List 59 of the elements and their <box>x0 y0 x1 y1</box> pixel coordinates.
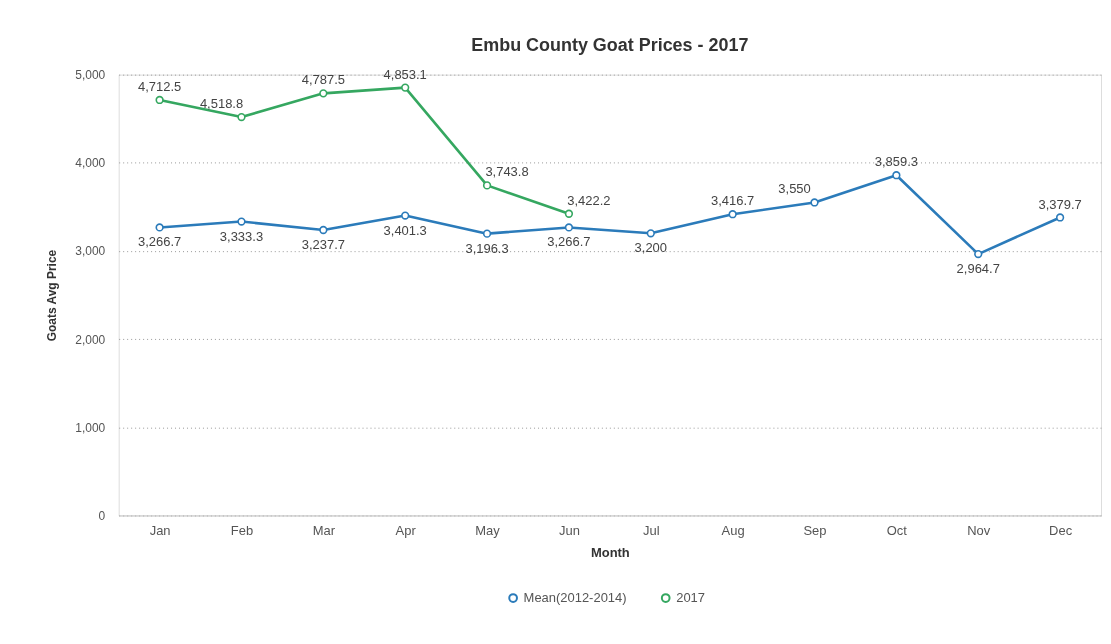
x-tick-label: Jul <box>643 522 660 538</box>
point <box>482 229 492 238</box>
data-label: 3,237.7 <box>301 236 345 252</box>
x-tick-label: Jun <box>558 522 580 538</box>
data-label: 2,964.7 <box>956 261 1000 277</box>
x-tick-label: May <box>475 522 501 538</box>
x-axis-title: Month <box>590 544 630 560</box>
point <box>564 209 574 218</box>
data-label: 3,333.3 <box>219 228 264 244</box>
data-label: 3,422.2 <box>567 192 611 208</box>
data-label: 3,859.3 <box>874 154 918 170</box>
x-tick-label: Feb <box>230 522 254 538</box>
y-tick-label: 1,000 <box>75 420 106 435</box>
point <box>646 229 655 238</box>
x-tick-label: Apr <box>395 522 417 538</box>
x-tick-label: Mar <box>312 522 336 538</box>
y-tick-label: 4,000 <box>75 156 106 171</box>
data-label: 3,200 <box>634 240 667 256</box>
point <box>974 249 983 259</box>
point <box>1055 213 1065 222</box>
data-label: 4,518.8 <box>199 96 244 112</box>
data-label: 4,787.5 <box>301 72 345 88</box>
point <box>728 210 737 219</box>
point <box>482 181 492 190</box>
data-label: 3,266.7 <box>547 234 591 250</box>
x-tick-label: Oct <box>886 522 908 538</box>
y-tick-label: 2,000 <box>75 332 106 347</box>
point <box>810 198 819 207</box>
point <box>892 171 901 180</box>
data-label: 3,416.7 <box>711 193 755 209</box>
data-label: 3,266.7 <box>138 234 182 250</box>
x-tick-label: Jan <box>149 522 171 538</box>
data-label: 3,743.8 <box>485 164 529 180</box>
point <box>401 83 410 92</box>
point <box>237 112 246 122</box>
point <box>401 211 410 220</box>
x-tick-label: Dec <box>1049 522 1073 538</box>
legend-label: 2017 <box>676 590 705 606</box>
data-label: 3,550 <box>778 181 811 197</box>
data-label: 3,196.3 <box>465 240 509 256</box>
y-tick-label: 5,000 <box>75 68 106 83</box>
chart-title: Embu County Goat Prices - 2017 <box>471 34 749 55</box>
y-axis-title: Goats Avg Price <box>45 249 60 342</box>
x-tick-label: Nov <box>967 522 991 538</box>
data-label: 4,712.5 <box>138 79 182 94</box>
y-tick-label: 0 <box>98 508 106 523</box>
y-tick-label: 3,000 <box>75 244 106 259</box>
point <box>564 223 574 232</box>
point <box>237 217 246 226</box>
data-label: 3,401.3 <box>383 222 427 238</box>
point <box>155 95 164 105</box>
data-label: 3,379.7 <box>1038 196 1082 212</box>
data-label: 4,853.1 <box>383 66 427 82</box>
point <box>319 89 328 98</box>
x-tick-label: Sep <box>803 522 827 538</box>
point <box>319 225 328 235</box>
point <box>155 223 164 232</box>
x-tick-label: Aug <box>721 522 745 538</box>
legend-label: Mean(2012-2014) <box>523 590 627 606</box>
